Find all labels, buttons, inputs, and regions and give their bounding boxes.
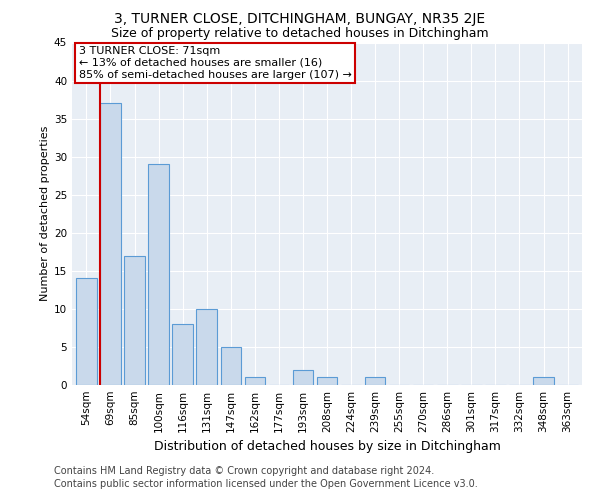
Text: 3, TURNER CLOSE, DITCHINGHAM, BUNGAY, NR35 2JE: 3, TURNER CLOSE, DITCHINGHAM, BUNGAY, NR… <box>115 12 485 26</box>
X-axis label: Distribution of detached houses by size in Ditchingham: Distribution of detached houses by size … <box>154 440 500 454</box>
Bar <box>533 378 554 385</box>
Bar <box>196 309 217 385</box>
Text: Contains HM Land Registry data © Crown copyright and database right 2024.
Contai: Contains HM Land Registry data © Crown c… <box>54 466 478 489</box>
Bar <box>100 104 121 385</box>
Bar <box>293 370 313 385</box>
Bar <box>172 324 193 385</box>
Bar <box>317 378 337 385</box>
Bar <box>245 378 265 385</box>
Bar <box>124 256 145 385</box>
Y-axis label: Number of detached properties: Number of detached properties <box>40 126 50 302</box>
Bar <box>365 378 385 385</box>
Bar <box>221 347 241 385</box>
Text: Size of property relative to detached houses in Ditchingham: Size of property relative to detached ho… <box>111 28 489 40</box>
Bar <box>76 278 97 385</box>
Text: 3 TURNER CLOSE: 71sqm
← 13% of detached houses are smaller (16)
85% of semi-deta: 3 TURNER CLOSE: 71sqm ← 13% of detached … <box>79 46 352 80</box>
Bar <box>148 164 169 385</box>
